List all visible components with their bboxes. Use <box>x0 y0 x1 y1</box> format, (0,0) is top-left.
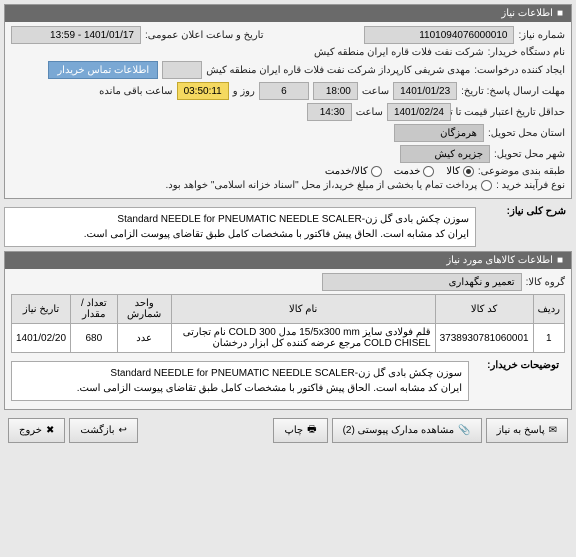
city-label: شهر محل تحویل: <box>494 149 565 160</box>
deadline-date: 1401/01/23 <box>393 82 457 100</box>
buyer-note-text: سوزن چکش بادی گل زن-Standard NEEDLE for … <box>11 361 469 401</box>
goods-info-panel: ■ اطلاعات کالاهای مورد نیاز گروه کالا: ت… <box>4 251 572 410</box>
deadline-label: مهلت ارسال پاسخ: تاریخ: <box>461 86 565 97</box>
panel-title: اطلاعات نیاز <box>501 8 553 19</box>
need-no-label: شماره نیاز: <box>518 30 565 41</box>
table-header: ردیف <box>533 295 564 324</box>
reply-button[interactable]: ✉پاسخ به نیاز <box>486 418 568 443</box>
process-note: پرداخت تمام یا بخشی از مبلغ خرید،از محل … <box>166 180 478 191</box>
radio-dot-icon <box>371 166 382 177</box>
days-left: 6 <box>259 82 309 100</box>
time-label-1: ساعت <box>362 86 389 97</box>
need-info-panel: ■ اطلاعات نیاز شماره نیاز: 1101094076000… <box>4 4 572 199</box>
attach-icon: 📎 <box>458 425 470 436</box>
validity-time: 14:30 <box>307 103 352 121</box>
panel-header: ■ اطلاعات نیاز <box>5 5 571 22</box>
radio-goods[interactable]: کالا <box>446 166 474 177</box>
footer-toolbar: ✉پاسخ به نیاز 📎مشاهده مدارک پیوستی (2) 🖶… <box>4 414 572 447</box>
attachments-button[interactable]: 📎مشاهده مدارک پیوستی (2) <box>332 418 482 443</box>
contact-buyer-button[interactable]: اطلاعات تماس خریدار <box>48 61 158 79</box>
back-icon: ↩ <box>119 425 127 436</box>
category-radio-group: کالا خدمت کالا/خدمت <box>325 166 474 177</box>
remain-label: ساعت باقی مانده <box>99 86 172 97</box>
table-cell: 680 <box>71 324 117 353</box>
group-value: تعمیر و نگهداری <box>322 273 522 291</box>
city-value: جزیره کیش <box>400 145 490 163</box>
table-cell: 1401/02/20 <box>12 324 71 353</box>
announce-value: 1401/01/17 - 13:59 <box>11 26 141 44</box>
radio-both[interactable]: کالا/خدمت <box>325 166 382 177</box>
info-icon: ■ <box>557 8 563 19</box>
requester-value: مهدی شریفی کارپرداز شرکت نفت فلات قاره ا… <box>206 65 470 76</box>
print-button[interactable]: 🖶چاپ <box>273 418 327 443</box>
countdown-timer: 03:50:11 <box>177 82 229 100</box>
table-header: کد کالا <box>435 295 533 324</box>
table-header: تعداد / مقدار <box>71 295 117 324</box>
table-cell: عدد <box>117 324 171 353</box>
table-header: تاریخ نیاز <box>12 295 71 324</box>
time-label-2: ساعت <box>356 107 383 118</box>
deadline-time: 18:00 <box>313 82 358 100</box>
print-icon: 🖶 <box>307 422 316 439</box>
announce-label: تاریخ و ساعت اعلان عمومی: <box>145 30 264 41</box>
radio-dot-icon <box>423 166 434 177</box>
reply-icon: ✉ <box>549 425 557 436</box>
process-label: نوع فرآیند خرید : <box>496 180 565 191</box>
table-header: واحد شمارش <box>117 295 171 324</box>
validity-date: 1401/02/24 <box>387 103 451 121</box>
need-desc-label: شرح کلی نیاز: <box>482 203 572 220</box>
table-cell: قلم فولادی سایز 15/5x300 mm مدل COLD 300… <box>171 324 435 353</box>
table-row: 13738930781060001قلم فولادی سایز 15/5x30… <box>12 324 565 353</box>
buyer-label: نام دستگاه خریدار: <box>488 47 565 58</box>
days-word: روز و <box>233 86 255 97</box>
back-button[interactable]: ↩بازگشت <box>69 418 138 443</box>
exit-icon: ✖ <box>46 425 54 436</box>
table-cell: 3738930781060001 <box>435 324 533 353</box>
goods-table: ردیفکد کالانام کالاواحد شمارشتعداد / مقد… <box>11 294 565 353</box>
exit-button[interactable]: ✖خروج <box>8 418 65 443</box>
radio-dot-icon <box>481 180 492 191</box>
need-desc-text: سوزن چکش بادی گل زن-Standard NEEDLE for … <box>4 207 476 247</box>
category-label: طبقه بندی موضوعی: <box>478 166 565 177</box>
requester-extra <box>162 61 202 79</box>
info-icon: ■ <box>557 255 563 266</box>
radio-process[interactable] <box>481 180 492 191</box>
need-desc-block: شرح کلی نیاز: سوزن چکش بادی گل زن-Standa… <box>4 203 572 251</box>
radio-service[interactable]: خدمت <box>394 166 435 177</box>
group-label: گروه کالا: <box>526 277 565 288</box>
buyer-note-block: توضیحات خریدار: سوزن چکش بادی گل زن-Stan… <box>11 357 565 405</box>
table-cell: 1 <box>533 324 564 353</box>
province-value: هرمزگان <box>394 124 484 142</box>
buyer-note-label: توضیحات خریدار: <box>475 357 565 374</box>
need-no-value: 1101094076000010 <box>364 26 514 44</box>
buyer-value: شرکت نفت فلات قاره ایران منطقه کیش <box>314 47 484 58</box>
panel-title: اطلاعات کالاهای مورد نیاز <box>446 255 553 266</box>
panel-header: ■ اطلاعات کالاهای مورد نیاز <box>5 252 571 269</box>
table-header: نام کالا <box>171 295 435 324</box>
requester-label: ایجاد کننده درخواست: <box>474 65 565 76</box>
radio-dot-icon <box>463 166 474 177</box>
validity-label: حداقل تاریخ اعتبار قیمت تا تاریخ: <box>455 107 565 118</box>
province-label: استان محل تحویل: <box>488 128 565 139</box>
